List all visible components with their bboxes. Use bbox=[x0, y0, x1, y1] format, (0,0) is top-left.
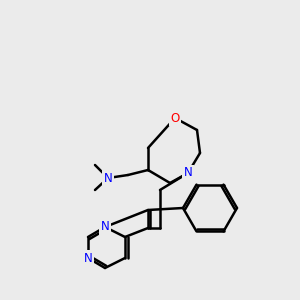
Text: N: N bbox=[103, 172, 112, 184]
Text: N: N bbox=[84, 251, 92, 265]
Text: N: N bbox=[100, 220, 109, 233]
Text: N: N bbox=[184, 167, 192, 179]
Text: O: O bbox=[170, 112, 180, 124]
